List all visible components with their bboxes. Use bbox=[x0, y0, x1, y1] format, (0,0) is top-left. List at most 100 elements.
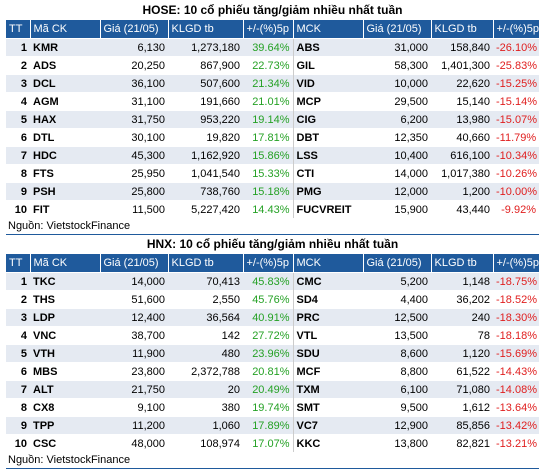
col-loss-pct: +/-(%)5p bbox=[492, 254, 539, 273]
gain-volume: 142 bbox=[168, 326, 243, 345]
table-row: 5 HAX 31,750 953,220 19.14% CIG 6,200 13,980 -15… bbox=[6, 110, 539, 129]
row-number: 6 bbox=[6, 362, 30, 381]
gain-pct: 21.34% bbox=[243, 74, 293, 93]
gain-pct: 15.18% bbox=[243, 182, 293, 201]
table-row: 1 KMR 6,130 1,273,180 39.64% ABS 31,000 158,840… bbox=[6, 38, 539, 57]
row-number: 1 bbox=[6, 272, 30, 291]
gain-price: 6,130 bbox=[100, 38, 168, 57]
loss-price: 29,500 bbox=[363, 92, 431, 111]
table-row: 9 PSH 25,800 738,760 15.18% PMG 12,000 1,200 -10… bbox=[6, 182, 539, 201]
hose-header-row: TT Mã CK Giá (21/05) KLGD tb +/-(%)5p MC… bbox=[6, 20, 539, 39]
loss-volume: 40,660 bbox=[431, 128, 493, 147]
loss-pct: -18.75% bbox=[493, 272, 539, 291]
gain-volume: 36,564 bbox=[168, 308, 243, 327]
col-tt: TT bbox=[6, 20, 30, 39]
loss-price: 13,800 bbox=[363, 434, 431, 452]
table-row: 10 FIT 11,500 5,227,420 14.43% FUCVREIT 15,900… bbox=[6, 200, 539, 218]
loss-code: MCF bbox=[292, 362, 363, 381]
col-loss-code: MCK bbox=[292, 20, 363, 39]
row-number: 10 bbox=[6, 200, 30, 218]
loss-volume: 78 bbox=[431, 326, 493, 345]
loss-price: 6,100 bbox=[363, 380, 431, 399]
gain-code: FIT bbox=[30, 200, 100, 218]
loss-pct: -15.25% bbox=[493, 74, 539, 93]
gain-volume: 738,760 bbox=[168, 182, 243, 201]
gain-price: 25,800 bbox=[100, 182, 168, 201]
loss-volume: 85,856 bbox=[431, 416, 493, 435]
gain-price: 30,100 bbox=[100, 128, 168, 147]
table-row: 7 ALT 21,750 20 20.49% TXM 6,100 71,080 -14.08% bbox=[6, 380, 539, 399]
gain-volume: 380 bbox=[168, 398, 243, 417]
loss-volume: 1,401,300 bbox=[431, 56, 493, 75]
loss-code: GIL bbox=[292, 56, 363, 75]
gain-pct: 45.76% bbox=[243, 290, 293, 309]
gain-pct: 21.01% bbox=[243, 92, 293, 111]
gain-pct: 27.72% bbox=[243, 326, 293, 345]
loss-volume: 43,440 bbox=[431, 200, 493, 218]
loss-code: VC7 bbox=[292, 416, 363, 435]
loss-pct: -18.52% bbox=[493, 290, 539, 309]
loss-price: 12,500 bbox=[363, 308, 431, 327]
col-gain-price: Giá (21/05) bbox=[99, 254, 168, 273]
row-number: 7 bbox=[6, 146, 30, 165]
gain-pct: 14.43% bbox=[243, 200, 293, 218]
gain-pct: 15.33% bbox=[243, 164, 293, 183]
row-number: 3 bbox=[6, 308, 30, 327]
loss-volume: 22,620 bbox=[431, 74, 493, 93]
loss-price: 12,900 bbox=[363, 416, 431, 435]
loss-code: SDU bbox=[292, 344, 363, 363]
loss-code: CTI bbox=[292, 164, 363, 183]
table-row: 6 DTL 30,100 19,820 17.81% DBT 12,350 40,660 -11… bbox=[6, 128, 539, 147]
loss-pct: -18.30% bbox=[493, 308, 539, 327]
col-loss-pct: +/-(%)5p bbox=[492, 20, 539, 39]
loss-pct: -13.64% bbox=[493, 398, 539, 417]
row-number: 4 bbox=[6, 326, 30, 345]
gain-volume: 1,273,180 bbox=[168, 38, 243, 57]
loss-price: 12,000 bbox=[363, 182, 431, 201]
loss-volume: 61,522 bbox=[431, 362, 493, 381]
col-loss-price: Giá (21/05) bbox=[362, 20, 431, 39]
hnx-header-row: TT Mã CK Giá (21/05) KLGD tb +/-(%)5p MC… bbox=[6, 254, 539, 273]
row-number: 2 bbox=[6, 290, 30, 309]
row-number: 4 bbox=[6, 92, 30, 111]
gain-price: 38,700 bbox=[100, 326, 168, 345]
gain-price: 12,400 bbox=[100, 308, 168, 327]
col-gain-price: Giá (21/05) bbox=[99, 20, 168, 39]
loss-volume: 240 bbox=[431, 308, 493, 327]
loss-volume: 1,612 bbox=[431, 398, 493, 417]
loss-pct: -10.00% bbox=[493, 182, 539, 201]
table-row: 2 THS 51,600 2,550 45.76% SD4 4,400 36,202 -18.5… bbox=[6, 290, 539, 309]
row-number: 5 bbox=[6, 110, 30, 129]
loss-volume: 71,080 bbox=[431, 380, 493, 399]
loss-code: DBT bbox=[292, 128, 363, 147]
gain-price: 36,100 bbox=[100, 74, 168, 93]
row-number: 9 bbox=[6, 416, 30, 435]
row-number: 8 bbox=[6, 164, 30, 183]
gain-price: 21,750 bbox=[100, 380, 168, 399]
gain-code: AGM bbox=[30, 92, 100, 111]
gain-code: HAX bbox=[30, 110, 100, 129]
loss-pct: -13.21% bbox=[493, 434, 539, 452]
gain-code: ALT bbox=[30, 380, 100, 399]
loss-code: SD4 bbox=[292, 290, 363, 309]
loss-code: CMC bbox=[292, 272, 363, 291]
hnx-table: TT Mã CK Giá (21/05) KLGD tb +/-(%)5p MC… bbox=[6, 254, 539, 452]
gain-price: 11,200 bbox=[100, 416, 168, 435]
gain-code: ADS bbox=[30, 56, 100, 75]
row-number: 7 bbox=[6, 380, 30, 399]
hnx-title: HNX: 10 cổ phiếu tăng/giảm nhiều nhất tu… bbox=[146, 237, 399, 251]
gain-pct: 17.81% bbox=[243, 128, 293, 147]
loss-volume: 1,017,380 bbox=[431, 164, 493, 183]
loss-pct: -14.08% bbox=[493, 380, 539, 399]
row-number: 1 bbox=[6, 38, 30, 57]
row-number: 2 bbox=[6, 56, 30, 75]
gain-price: 9,100 bbox=[100, 398, 168, 417]
gain-code: HDC bbox=[30, 146, 100, 165]
col-loss-volume: KLGD tb bbox=[430, 254, 493, 273]
col-gain-volume: KLGD tb bbox=[167, 20, 243, 39]
gain-code: TKC bbox=[30, 272, 100, 291]
loss-pct: -18.18% bbox=[493, 326, 539, 345]
gain-code: LDP bbox=[30, 308, 100, 327]
hose-table: TT Mã CK Giá (21/05) KLGD tb +/-(%)5p MC… bbox=[6, 20, 539, 218]
loss-price: 10,000 bbox=[363, 74, 431, 93]
